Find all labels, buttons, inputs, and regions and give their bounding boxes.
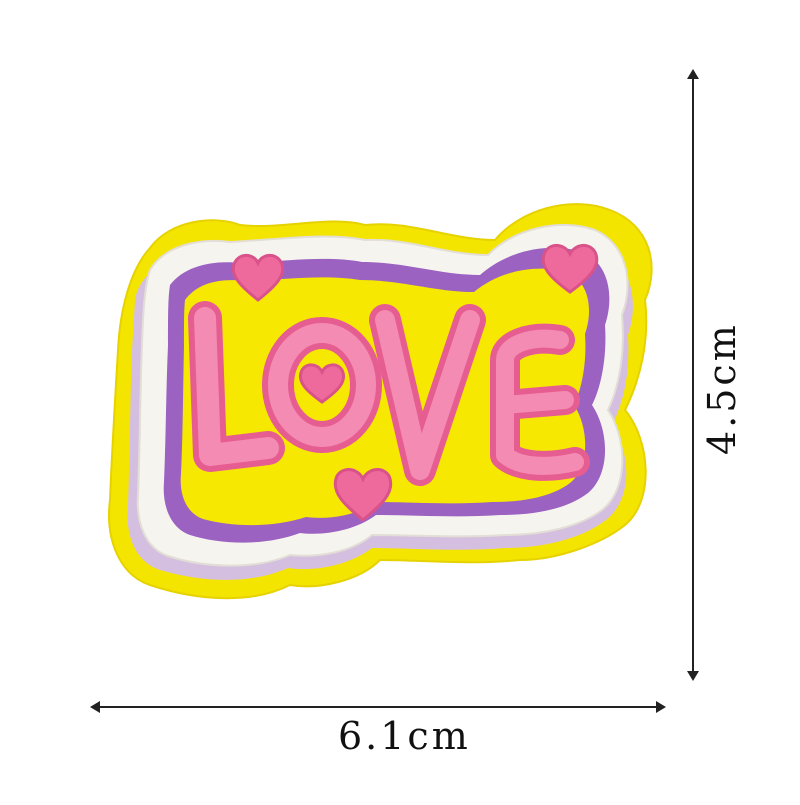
heart-icon (333, 468, 393, 522)
height-dimension-arrow (687, 69, 699, 681)
love-letters (188, 301, 590, 486)
letter-v-fill (375, 310, 480, 480)
heart-icon (541, 244, 599, 294)
width-dimension-arrow (90, 701, 666, 713)
inner-yellow (180, 268, 590, 526)
letter-l-fill (194, 307, 279, 466)
heart-icon (299, 363, 345, 404)
width-label: 6.1cm (338, 714, 471, 758)
heart-icon (231, 253, 285, 302)
love-patch (108, 203, 653, 600)
letter-o-fill (268, 323, 376, 447)
letter-e-fill (496, 329, 584, 475)
height-label: 4.5cm (700, 322, 744, 455)
